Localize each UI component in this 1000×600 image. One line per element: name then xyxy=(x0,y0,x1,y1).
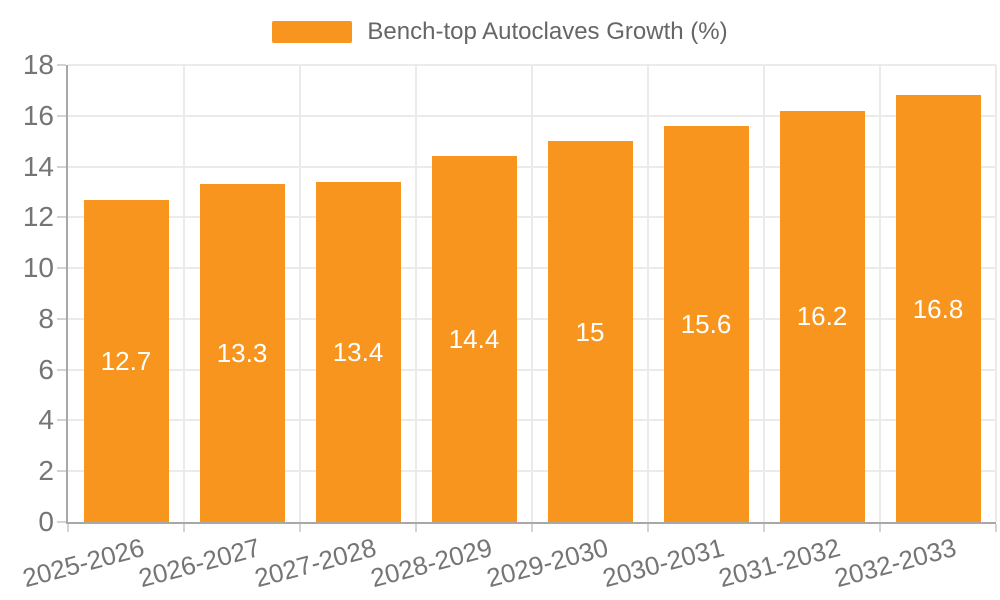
bar-2026-2027[interactable]: 13.3 xyxy=(199,184,285,522)
y-axis-tick-label: 16 xyxy=(22,99,54,131)
bar-2029-2030[interactable]: 15 xyxy=(547,141,633,522)
x-axis-tick xyxy=(763,524,765,532)
plot-area: 0 2 4 6 8 10 12 14 16 18 12.7 2025-2026 13.3 2026-202… xyxy=(19,51,997,593)
y-axis-tick-label: 18 xyxy=(22,49,54,80)
y-axis-tick-label: 10 xyxy=(22,252,54,284)
x-gridline xyxy=(647,65,649,522)
x-axis-tick xyxy=(647,524,649,532)
y-axis-tick xyxy=(57,368,66,371)
y-axis-tick xyxy=(57,114,66,117)
x-axis-category-label: 2029-2030 xyxy=(483,532,612,594)
x-axis-tick xyxy=(67,524,69,532)
y-axis-tick xyxy=(57,267,66,270)
y-axis-tick xyxy=(57,64,66,66)
x-gridline xyxy=(995,65,997,522)
x-axis-category-label: 2032-2033 xyxy=(831,532,960,594)
x-gridline xyxy=(183,65,185,522)
y-axis-tick-label: 8 xyxy=(38,302,54,334)
bar-value-label: 16.2 xyxy=(796,301,848,332)
y-axis-tick xyxy=(57,216,66,219)
bar-2025-2026[interactable]: 12.7 xyxy=(83,199,169,522)
x-gridline xyxy=(763,65,765,522)
x-gridline xyxy=(531,65,533,522)
bar-2030-2031[interactable]: 15.6 xyxy=(663,125,749,522)
bar-2027-2028[interactable]: 13.4 xyxy=(315,181,401,522)
bar-value-label: 15 xyxy=(575,316,605,347)
bar-value-label: 12.7 xyxy=(100,345,152,376)
x-axis-category-label: 2031-2032 xyxy=(715,532,844,594)
x-axis-tick xyxy=(531,524,533,532)
bar-2028-2029[interactable]: 14.4 xyxy=(431,156,517,522)
x-axis-tick xyxy=(415,524,417,532)
x-axis-tick xyxy=(183,524,185,532)
x-axis-tick xyxy=(995,524,997,532)
x-gridline xyxy=(415,65,417,522)
y-axis-tick-label: 6 xyxy=(38,353,54,385)
x-axis-tick xyxy=(879,524,881,532)
y-axis-tick-label: 14 xyxy=(22,150,54,182)
y-axis-tick-label: 2 xyxy=(38,455,54,487)
bar-2032-2033[interactable]: 16.8 xyxy=(895,95,981,522)
x-axis-category-label: 2027-2028 xyxy=(251,532,380,594)
x-gridline xyxy=(299,65,301,522)
x-gridline xyxy=(879,65,881,522)
x-axis-category-label: 2026-2027 xyxy=(135,532,264,594)
y-axis-tick xyxy=(57,470,66,473)
legend-swatch xyxy=(272,21,353,43)
y-axis-tick xyxy=(57,165,66,168)
bar-value-label: 13.3 xyxy=(216,338,268,369)
bar-value-label: 14.4 xyxy=(448,324,500,355)
legend-label: Bench-top Autoclaves Growth (%) xyxy=(367,18,728,45)
bar-value-label: 13.4 xyxy=(332,336,384,367)
y-axis-tick xyxy=(57,317,66,320)
y-axis-tick-label: 4 xyxy=(38,404,54,436)
bar-value-label: 16.8 xyxy=(912,293,964,324)
legend[interactable]: Bench-top Autoclaves Growth (%) xyxy=(0,16,1000,48)
x-axis-category-label: 2025-2026 xyxy=(19,532,148,594)
bar-value-label: 15.6 xyxy=(680,308,732,339)
x-axis-category-label: 2028-2029 xyxy=(367,532,496,594)
y-axis-tick-label: 12 xyxy=(22,201,54,233)
x-axis-category-label: 2030-2031 xyxy=(599,532,728,594)
y-axis-tick xyxy=(57,419,66,422)
y-axis-tick xyxy=(57,521,66,523)
bar-2031-2032[interactable]: 16.2 xyxy=(779,110,865,522)
y-axis-tick-label: 0 xyxy=(38,506,54,537)
x-axis-tick xyxy=(299,524,301,532)
